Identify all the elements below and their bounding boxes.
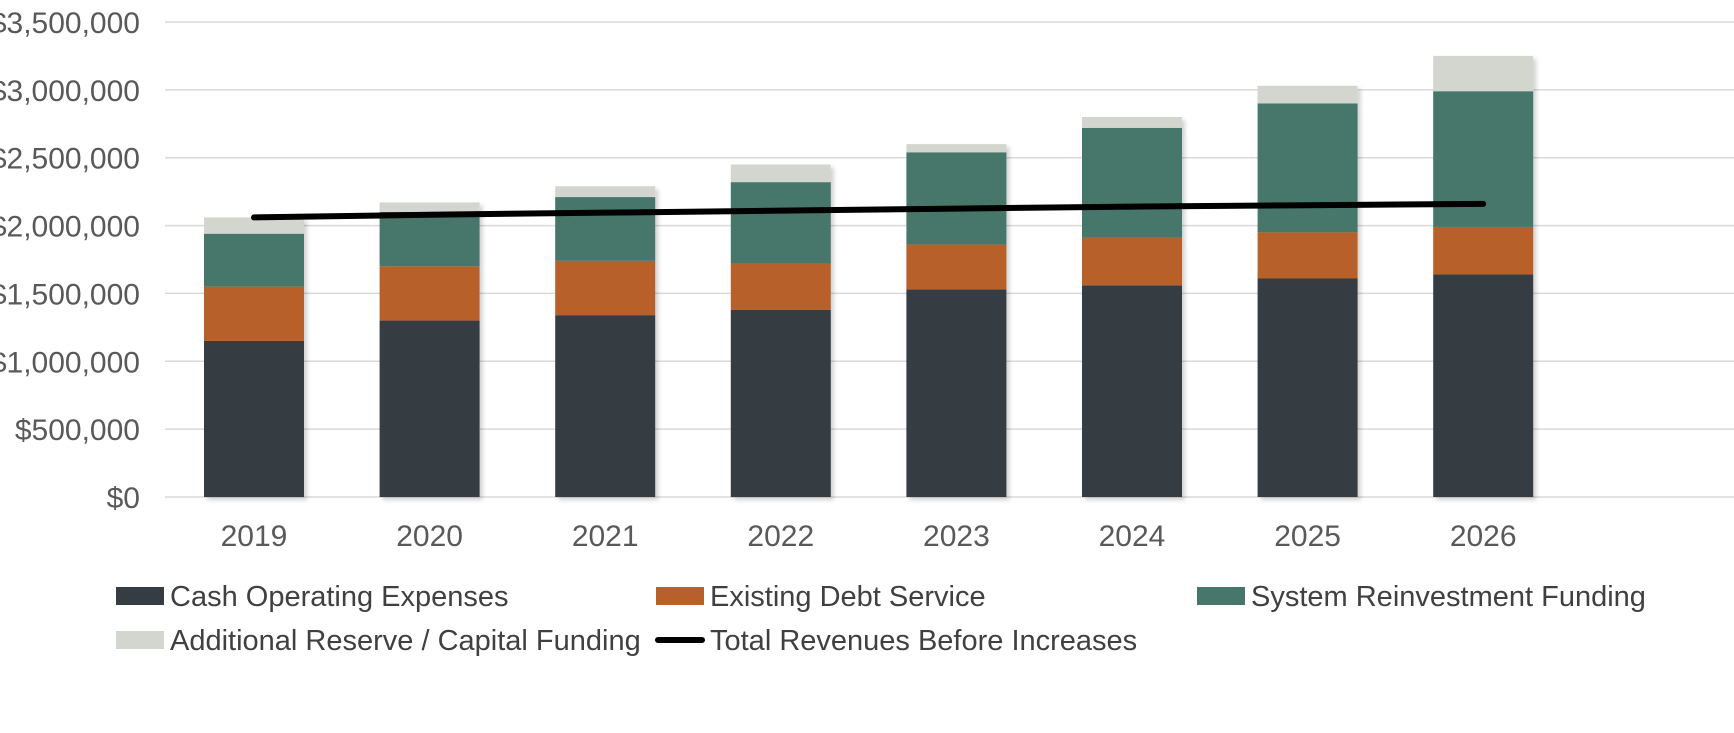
bar-stack-2022 bbox=[731, 165, 831, 498]
x-tick-label: 2025 bbox=[1274, 520, 1341, 553]
legend-swatch bbox=[656, 587, 704, 605]
bar-segment-4 bbox=[380, 203, 480, 213]
bar-segment-3 bbox=[1258, 103, 1358, 232]
bar-segment-3 bbox=[204, 234, 304, 287]
bar-stack-2025 bbox=[1258, 86, 1358, 497]
bar-stack-2026 bbox=[1433, 56, 1533, 497]
bar-segment-2 bbox=[1082, 238, 1182, 285]
bar-stack-2024 bbox=[1082, 117, 1182, 497]
x-tick-label: 2020 bbox=[396, 520, 463, 553]
x-axis-ticks: 2019 2020 2021 2022 2023 2024 2025 2026 bbox=[221, 520, 1517, 553]
y-tick-label: $2,500,000 bbox=[0, 143, 140, 176]
x-tick-label: 2021 bbox=[572, 520, 639, 553]
bar-segment-1 bbox=[555, 315, 655, 497]
y-axis-ticks: $0 $500,000 $1,000,000 $1,500,000 $2,000,000… bbox=[0, 7, 140, 515]
bar-segment-3 bbox=[1082, 128, 1182, 238]
legend-label: Cash Operating Expenses bbox=[170, 581, 509, 613]
y-tick-label: $500,000 bbox=[15, 414, 140, 447]
bar-segment-2 bbox=[731, 264, 831, 310]
bar-segment-3 bbox=[906, 152, 1006, 244]
y-tick-label: $1,000,000 bbox=[0, 346, 140, 379]
bar-segment-2 bbox=[204, 287, 304, 341]
bar-stack-2023 bbox=[906, 144, 1006, 497]
legend-item: Total Revenues Before Increases bbox=[658, 625, 1137, 657]
x-tick-label: 2019 bbox=[221, 520, 288, 553]
x-tick-label: 2022 bbox=[747, 520, 814, 553]
x-tick-label: 2023 bbox=[923, 520, 990, 553]
bar-segment-4 bbox=[731, 165, 831, 183]
legend-label: Existing Debt Service bbox=[710, 581, 986, 613]
legend-item: System Reinvestment Funding bbox=[1197, 581, 1646, 613]
bar-stack-2019 bbox=[204, 217, 304, 497]
legend-item: Existing Debt Service bbox=[656, 581, 986, 613]
bar-stack-2020 bbox=[380, 203, 480, 498]
bar-segment-2 bbox=[1258, 232, 1358, 278]
x-tick-label: 2026 bbox=[1450, 520, 1517, 553]
x-tick-label: 2024 bbox=[1099, 520, 1166, 553]
legend-label: Total Revenues Before Increases bbox=[710, 625, 1137, 657]
legend: Cash Operating Expenses Existing Debt Ser… bbox=[116, 581, 1646, 657]
bar-segment-1 bbox=[1258, 279, 1358, 498]
y-tick-label: $0 bbox=[107, 482, 140, 515]
bar-segment-4 bbox=[555, 186, 655, 197]
legend-swatch bbox=[116, 631, 164, 649]
y-tick-label: $3,000,000 bbox=[0, 75, 140, 108]
bar-segment-4 bbox=[1258, 86, 1358, 104]
bar-segment-1 bbox=[731, 310, 831, 497]
bar-segment-2 bbox=[555, 261, 655, 315]
legend-item: Cash Operating Expenses bbox=[116, 581, 509, 613]
bar-segment-4 bbox=[906, 144, 1006, 152]
bars bbox=[204, 56, 1533, 497]
y-tick-label: $3,500,000 bbox=[0, 7, 140, 40]
bar-segment-4 bbox=[1433, 56, 1533, 91]
bar-segment-1 bbox=[204, 341, 304, 497]
bar-segment-2 bbox=[380, 266, 480, 320]
bar-segment-3 bbox=[380, 212, 480, 266]
legend-swatch bbox=[1197, 587, 1245, 605]
y-tick-label: $1,500,000 bbox=[0, 278, 140, 311]
bar-segment-2 bbox=[1433, 227, 1533, 275]
bar-segment-3 bbox=[555, 197, 655, 261]
bar-segment-3 bbox=[731, 182, 831, 263]
bar-segment-4 bbox=[1082, 117, 1182, 128]
bar-segment-1 bbox=[906, 289, 1006, 497]
bar-segment-2 bbox=[906, 245, 1006, 290]
bar-segment-1 bbox=[1082, 285, 1182, 497]
bar-stack-2021 bbox=[555, 186, 655, 497]
y-tick-label: $2,000,000 bbox=[0, 211, 140, 244]
bar-segment-1 bbox=[380, 321, 480, 497]
legend-label: System Reinvestment Funding bbox=[1251, 581, 1646, 613]
legend-swatch bbox=[116, 587, 164, 605]
legend-label: Additional Reserve / Capital Funding bbox=[170, 625, 641, 657]
legend-item: Additional Reserve / Capital Funding bbox=[116, 625, 641, 657]
bar-segment-1 bbox=[1433, 274, 1533, 497]
